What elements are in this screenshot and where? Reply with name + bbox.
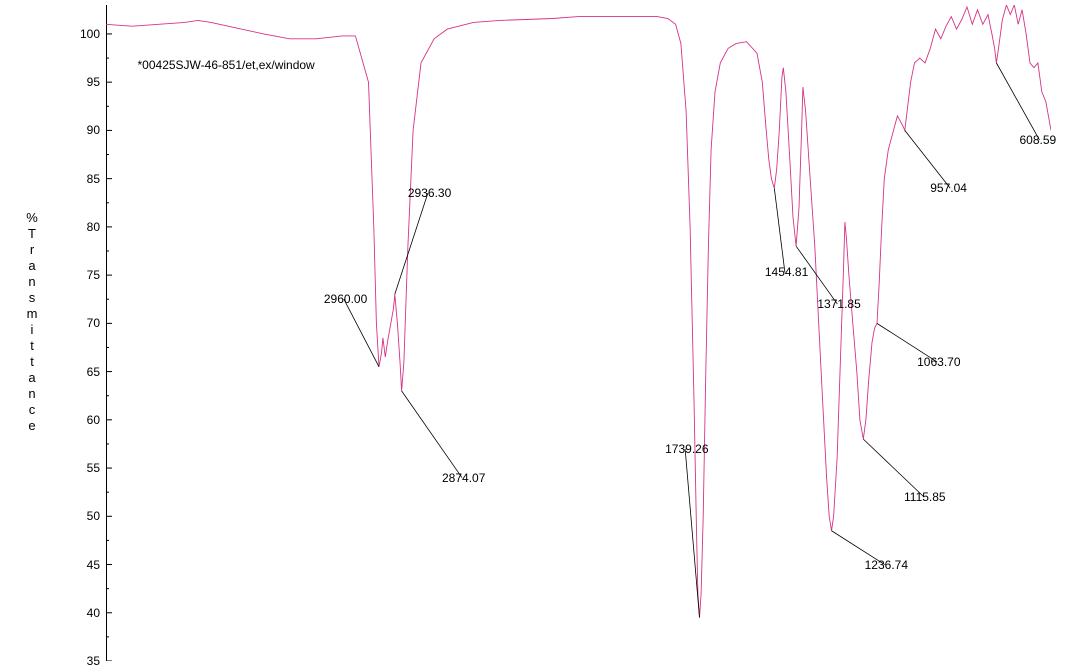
y-tick-label: 90: [70, 123, 100, 137]
y-tick-label: 100: [70, 27, 100, 41]
spectrum-svg: [106, 5, 1051, 661]
y-tick-label: 50: [70, 509, 100, 523]
y-axis-title: %Transmittance: [26, 210, 38, 434]
y-tick-label: 55: [70, 461, 100, 475]
y-tick-label: 35: [70, 654, 100, 668]
y-tick-label: 45: [70, 558, 100, 572]
y-tick-label: 75: [70, 268, 100, 282]
y-tick-label: 60: [70, 413, 100, 427]
plot-area: [106, 5, 1051, 661]
y-tick-label: 95: [70, 75, 100, 89]
y-tick-label: 70: [70, 316, 100, 330]
y-tick-label: 80: [70, 220, 100, 234]
y-tick-label: 40: [70, 606, 100, 620]
sample-name-label: *00425SJW-46-851/et,ex/window: [138, 58, 315, 72]
y-tick-label: 65: [70, 365, 100, 379]
y-tick-label: 85: [70, 172, 100, 186]
